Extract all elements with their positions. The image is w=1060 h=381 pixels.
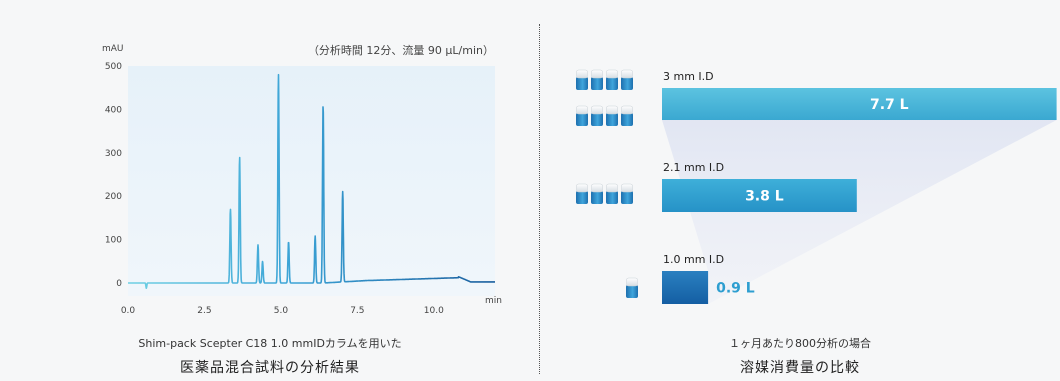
chromatogram-title: 医薬品混合試料の分析結果: [180, 360, 360, 376]
solvent-bottle-icon: [606, 105, 618, 126]
chromatogram-caption: Shim-pack Scepter C18 1.0 mmIDカラムを用いた: [138, 337, 402, 350]
solvent-bar-chart: 3 mm I.D 7.7 L 2.1 mm I.D 3.8 L 1.0 mm I.D 0.…: [576, 69, 1057, 304]
panel-divider: [539, 24, 540, 374]
y-tick-label: 100: [105, 236, 122, 246]
solvent-bottle-icon: [626, 277, 638, 298]
solvent-bottle-icon: [606, 183, 618, 204]
solvent-bottle-icon: [621, 69, 633, 90]
y-axis-label: mAU: [102, 44, 124, 54]
bar-value-label: 3.8 L: [745, 189, 784, 205]
consumption-caption: １ヶ月あたり800分析の場合: [729, 337, 871, 350]
solvent-bottle-icon: [591, 69, 603, 90]
y-tick-label: 500: [105, 62, 122, 72]
plot-area: [128, 66, 495, 296]
solvent-bottle-icon: [576, 105, 588, 126]
chromatogram-panel: mAU （分析時間 12分、流量 90 μL/min） min 500 400 30…: [0, 10, 540, 381]
bar-value-label: 7.7 L: [870, 97, 909, 113]
solvent-bottle-icon: [606, 69, 618, 90]
solvent-bottle-icon: [621, 105, 633, 126]
y-tick-label: 300: [105, 149, 122, 159]
bar-3-mm-i-d: [662, 88, 1057, 120]
consumption-title: 溶媒消費量の比較: [740, 360, 860, 376]
chromatogram-chart: mAU （分析時間 12分、流量 90 μL/min） min 500 400 30…: [102, 43, 502, 316]
solvent-bottle-icon: [621, 183, 633, 204]
y-tick-label: 400: [105, 105, 122, 115]
solvent-bottle-icon: [576, 183, 588, 204]
bar-2-1-mm-i-d: [662, 179, 857, 212]
bar-category-label: 2.1 mm I.D: [663, 161, 724, 174]
chromatogram-trace: [127, 73, 496, 289]
bar-category-label: 3 mm I.D: [663, 70, 714, 83]
x-tick-label: 0.0: [121, 306, 136, 316]
x-tick-label: 5.0: [274, 306, 289, 316]
solvent-bottle-icon: [576, 69, 588, 90]
solvent-bottle-icon: [591, 183, 603, 204]
x-tick-label: 2.5: [197, 306, 211, 316]
x-tick-label: 10.0: [424, 306, 444, 316]
analysis-note: （分析時間 12分、流量 90 μL/min）: [308, 43, 494, 57]
y-tick-label: 0: [116, 279, 122, 289]
bar-value-label: 0.9 L: [716, 281, 755, 297]
y-tick-label: 200: [105, 192, 122, 202]
bar-connector-shading: [662, 120, 1057, 304]
x-tick-label: 7.5: [350, 306, 364, 316]
bar-category-label: 1.0 mm I.D: [663, 253, 724, 266]
solvent-bottle-icon: [591, 105, 603, 126]
x-axis-unit: min: [485, 296, 502, 306]
bar-1-0-mm-i-d: [662, 271, 709, 304]
solvent-consumption-panel: 3 mm I.D 7.7 L 2.1 mm I.D 3.8 L 1.0 mm I.D 0.…: [540, 10, 1060, 381]
